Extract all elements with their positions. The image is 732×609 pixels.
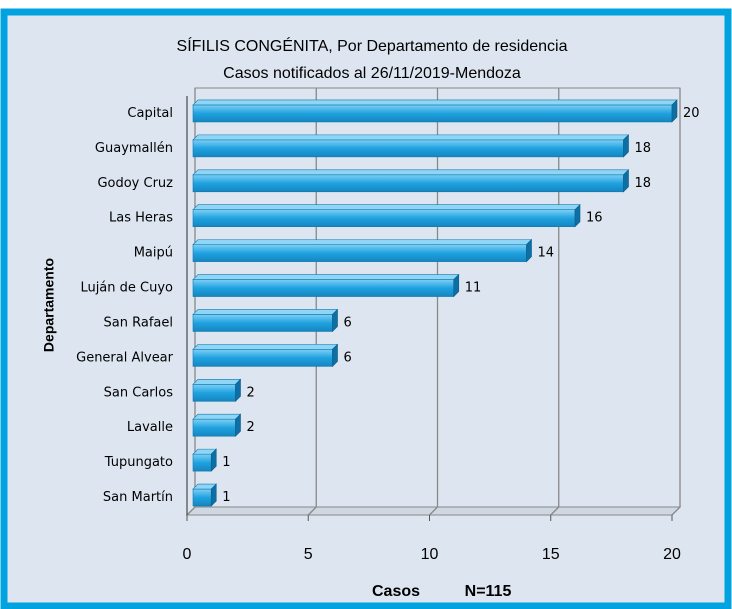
y-tick-label: Luján de Cuyo	[80, 281, 173, 296]
grid-line	[550, 88, 560, 516]
chart-title: SÍFILIS CONGÉNITA, Por Departamento de r…	[177, 36, 568, 55]
value-label: 11	[465, 281, 482, 296]
x-tick-label: 10	[421, 546, 439, 563]
bar-end	[623, 134, 629, 158]
x-tick-label: 20	[663, 546, 681, 563]
bar	[192, 453, 212, 472]
bar	[192, 139, 624, 158]
value-label: 1	[222, 490, 230, 505]
value-label: 16	[586, 211, 603, 226]
bar-end	[332, 308, 338, 333]
y-tick-label: Tupungato	[104, 455, 173, 470]
bar-top	[192, 378, 242, 385]
y-tick-label: San Carlos	[104, 385, 174, 400]
bar-top	[192, 99, 678, 106]
bar-top	[192, 134, 630, 141]
bar-top	[192, 309, 339, 315]
value-label: 6	[344, 350, 352, 365]
bar-top	[192, 239, 533, 245]
y-tick-label: Guaymallén	[95, 141, 173, 156]
bar	[192, 279, 455, 297]
value-label: 20	[683, 106, 700, 121]
x-tick-label: 15	[542, 546, 560, 563]
x-axis-label: Casos	[372, 583, 420, 600]
bar-end	[210, 448, 217, 472]
y-tick-label: Lavalle	[127, 420, 173, 435]
value-label: 18	[635, 141, 652, 156]
y-tick-label: San Rafael	[104, 315, 173, 330]
bar-end	[453, 273, 460, 298]
bar	[192, 314, 333, 332]
bar-top	[192, 274, 460, 280]
value-label: 6	[344, 315, 352, 330]
bar-end	[235, 378, 241, 403]
x-tick-label: 0	[183, 546, 192, 563]
bar-end	[623, 169, 629, 193]
bar	[192, 244, 527, 262]
value-label: 14	[538, 246, 555, 261]
bar-top	[192, 204, 581, 211]
value-label: 2	[247, 420, 255, 435]
bar	[192, 174, 624, 193]
bar-top	[192, 413, 242, 420]
bar	[192, 383, 236, 402]
grid-line	[307, 88, 317, 516]
bar	[192, 349, 333, 367]
x-tick-label: 5	[304, 546, 313, 563]
y-tick-label: Las Heras	[109, 211, 173, 226]
bar-end	[574, 203, 581, 228]
y-tick-label: General Alvear	[76, 350, 174, 365]
bar-end	[235, 413, 241, 437]
y-tick-label: Capital	[127, 106, 173, 121]
bar	[192, 209, 576, 228]
bar-end	[332, 343, 338, 368]
y-tick-label: Godoy Cruz	[97, 176, 173, 191]
bar	[192, 418, 236, 437]
value-label: 1	[222, 455, 230, 470]
y-tick-label: Maipú	[134, 246, 173, 261]
bar-end	[671, 99, 678, 123]
y-axis-label: Departamento	[41, 258, 57, 352]
chart-subtitle: Casos notificados al 26/11/2019-Mendoza	[223, 65, 521, 82]
grid-line	[671, 88, 681, 516]
bar	[192, 488, 212, 507]
bar-end	[526, 238, 532, 263]
bar	[192, 104, 673, 123]
bar-top	[192, 344, 339, 350]
grid-line	[429, 88, 439, 516]
bar-end	[210, 483, 217, 507]
annotation: N=115	[465, 583, 512, 600]
y-tick-label: San Martín	[103, 490, 173, 505]
grid-line	[186, 88, 196, 516]
bar-top	[192, 169, 630, 176]
value-label: 18	[635, 176, 652, 191]
value-label: 2	[247, 385, 255, 400]
